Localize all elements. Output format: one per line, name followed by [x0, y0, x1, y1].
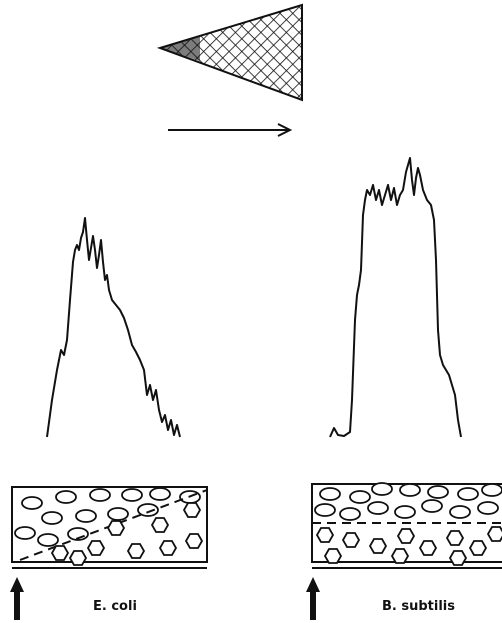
- origin-arrow-right: [306, 577, 320, 620]
- figure: E. coli B. subtilis: [0, 0, 502, 623]
- direction-arrow: [168, 124, 290, 136]
- origin-arrow-left: [10, 577, 24, 620]
- wedge-tip: [160, 36, 200, 61]
- column-right: [312, 483, 502, 568]
- trace-left: [47, 218, 180, 437]
- page: E. coli B. subtilis (() => { const data …: [0, 0, 502, 623]
- column-left: [12, 487, 207, 568]
- panel-label: E. coli: [93, 599, 137, 614]
- trace-right: [330, 158, 461, 437]
- panel-label: B. subtilis: [382, 599, 455, 614]
